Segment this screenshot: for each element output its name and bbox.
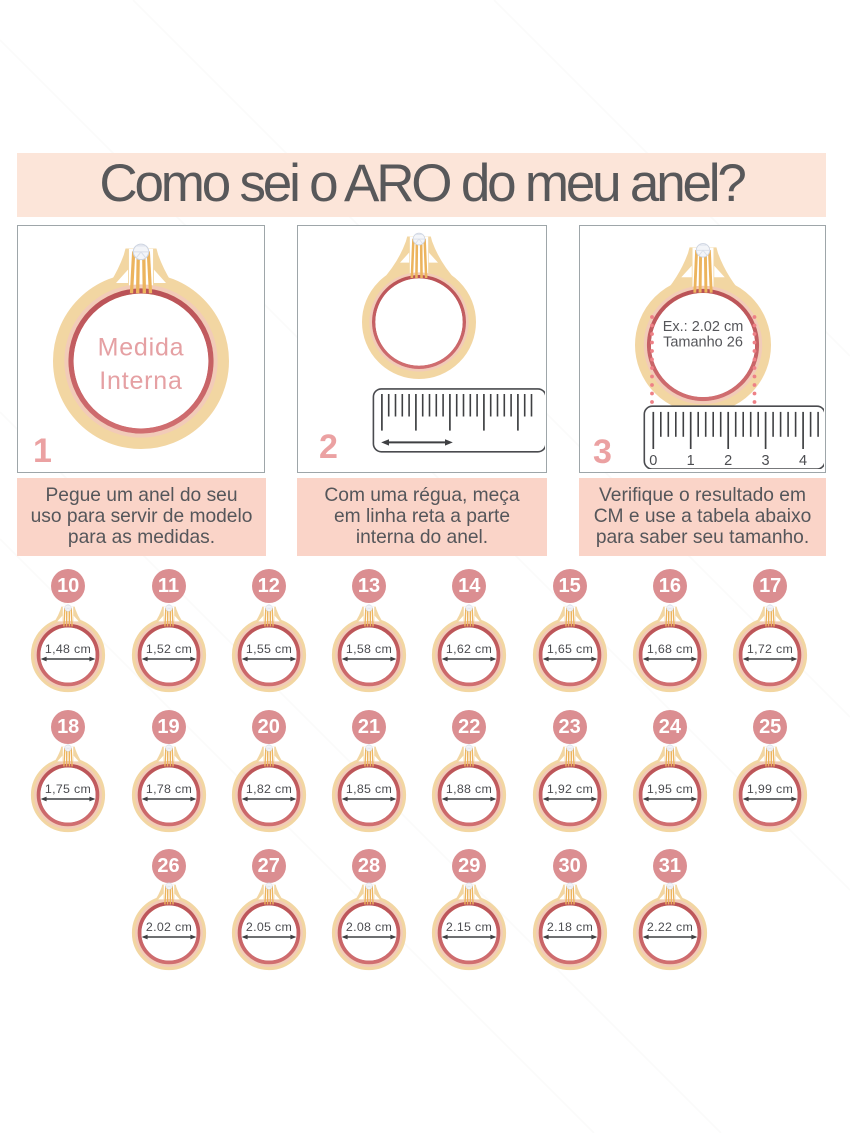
svg-text:2: 2 [724, 453, 732, 469]
svg-text:1,78 cm: 1,78 cm [145, 782, 191, 796]
svg-text:1,68 cm: 1,68 cm [647, 642, 693, 656]
svg-text:4: 4 [799, 453, 807, 469]
svg-text:1,75 cm: 1,75 cm [45, 782, 91, 796]
svg-text:1,95 cm: 1,95 cm [647, 782, 693, 796]
svg-text:2.18 cm: 2.18 cm [547, 920, 593, 934]
svg-text:3: 3 [762, 453, 770, 469]
svg-text:1: 1 [687, 453, 695, 469]
svg-text:1,72 cm: 1,72 cm [747, 642, 793, 656]
svg-text:Tamanho 26: Tamanho 26 [663, 335, 743, 351]
svg-text:1,65 cm: 1,65 cm [547, 642, 593, 656]
svg-text:1,92 cm: 1,92 cm [547, 782, 593, 796]
svg-text:1,58 cm: 1,58 cm [346, 642, 392, 656]
svg-text:Medida: Medida [98, 333, 185, 361]
svg-text:1,62 cm: 1,62 cm [446, 642, 492, 656]
svg-text:1,52 cm: 1,52 cm [145, 642, 191, 656]
svg-text:1,99 cm: 1,99 cm [747, 782, 793, 796]
svg-text:2.15 cm: 2.15 cm [446, 920, 492, 934]
svg-text:1,85 cm: 1,85 cm [346, 782, 392, 796]
svg-text:2.08 cm: 2.08 cm [346, 920, 392, 934]
svg-text:1,82 cm: 1,82 cm [246, 782, 292, 796]
svg-text:1,88 cm: 1,88 cm [446, 782, 492, 796]
svg-text:2.02 cm: 2.02 cm [145, 920, 191, 934]
svg-text:Ex.: 2.02 cm: Ex.: 2.02 cm [663, 319, 744, 335]
svg-text:2.22 cm: 2.22 cm [647, 920, 693, 934]
svg-text:1,48 cm: 1,48 cm [45, 642, 91, 656]
svg-text:Interna: Interna [99, 367, 182, 395]
svg-text:1,55 cm: 1,55 cm [246, 642, 292, 656]
svg-text:0: 0 [649, 453, 657, 469]
svg-text:2.05 cm: 2.05 cm [246, 920, 292, 934]
